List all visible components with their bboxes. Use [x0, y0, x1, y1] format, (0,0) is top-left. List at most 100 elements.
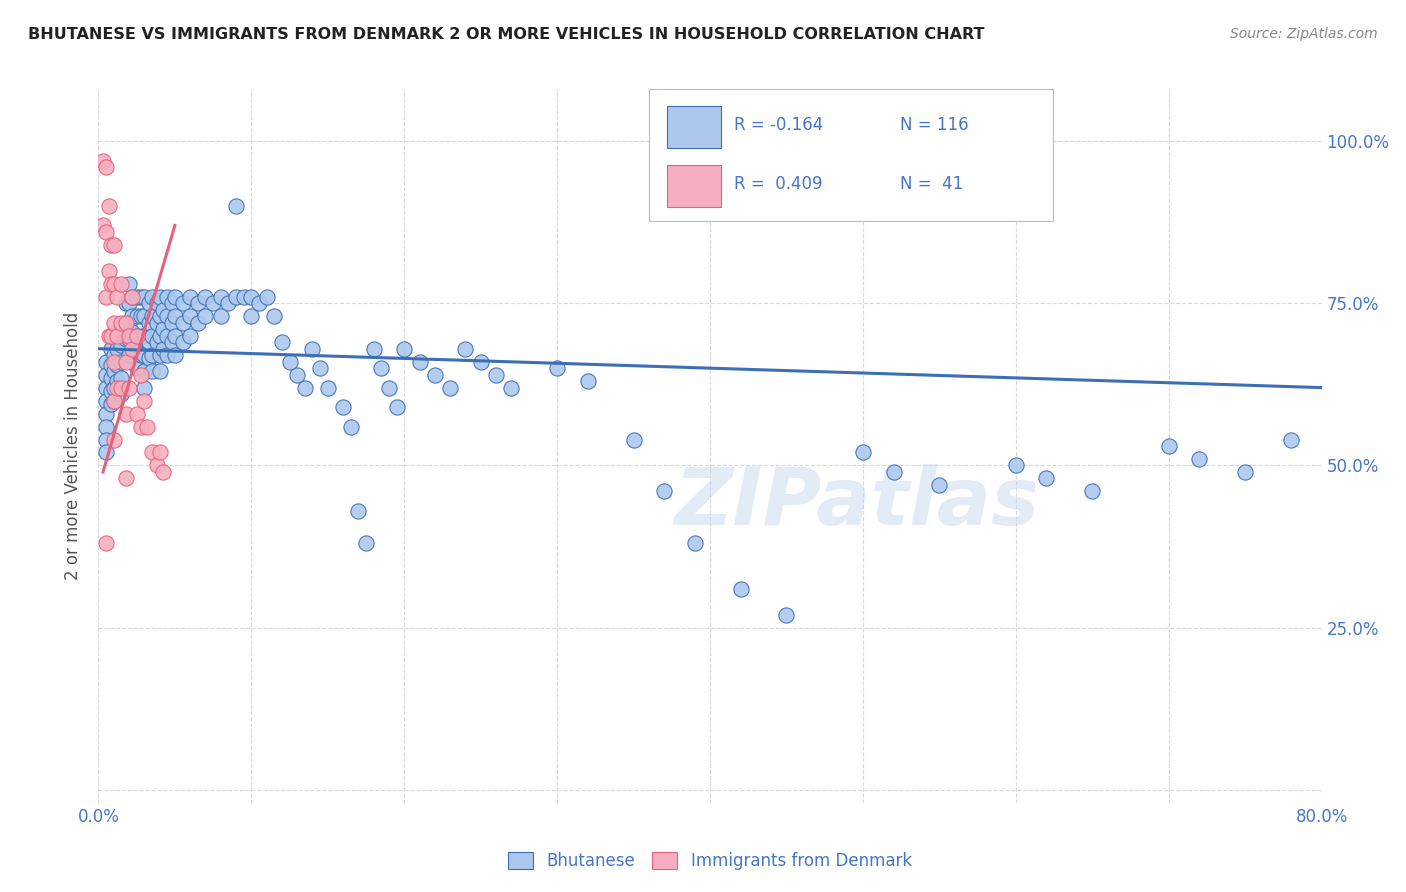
FancyBboxPatch shape: [650, 89, 1053, 221]
Point: [129, 328, 152, 343]
Point: [129, 310, 152, 324]
Point: [98, 199, 121, 213]
Point: [149, 445, 172, 459]
Point: [103, 381, 125, 395]
Point: [141, 364, 163, 378]
Point: [121, 290, 143, 304]
Point: [141, 445, 163, 459]
Point: [156, 290, 179, 304]
Point: [110, 381, 132, 395]
Point: [501, 381, 523, 395]
Point: [94, 536, 117, 550]
Point: [134, 364, 156, 378]
Point: [652, 484, 675, 499]
Point: [270, 335, 292, 350]
Point: [160, 296, 183, 310]
Point: [138, 316, 160, 330]
Point: [105, 381, 128, 395]
Point: [156, 310, 179, 324]
Point: [134, 393, 156, 408]
Point: [110, 277, 132, 291]
Point: [103, 348, 125, 362]
Text: R = -0.164: R = -0.164: [734, 116, 824, 134]
Point: [145, 335, 167, 350]
Point: [118, 316, 141, 330]
Point: [149, 364, 172, 378]
Point: [172, 335, 194, 350]
Point: [94, 160, 117, 174]
Legend: Bhutanese, Immigrants from Denmark: Bhutanese, Immigrants from Denmark: [502, 845, 918, 877]
Point: [121, 310, 143, 324]
Point: [134, 381, 156, 395]
Point: [115, 471, 138, 485]
Point: [103, 364, 125, 378]
Point: [91, 219, 114, 233]
Point: [883, 465, 905, 479]
Text: ZIPatlas: ZIPatlas: [675, 464, 1039, 542]
Point: [103, 354, 125, 368]
Point: [100, 328, 122, 343]
Point: [125, 361, 148, 376]
Point: [118, 296, 141, 310]
Point: [100, 371, 122, 385]
Point: [103, 393, 125, 408]
Point: [470, 354, 492, 368]
Point: [94, 407, 117, 421]
Point: [378, 381, 401, 395]
Point: [240, 310, 263, 324]
Point: [118, 381, 141, 395]
Point: [129, 348, 152, 362]
Point: [118, 348, 141, 362]
Point: [115, 332, 138, 346]
Point: [125, 310, 148, 324]
Text: R =  0.409: R = 0.409: [734, 175, 823, 193]
Point: [623, 433, 645, 447]
Point: [263, 310, 285, 324]
Point: [141, 328, 163, 343]
Point: [115, 316, 138, 330]
Point: [94, 290, 117, 304]
Point: [202, 296, 225, 310]
Point: [121, 326, 143, 340]
Point: [683, 536, 706, 550]
Point: [1004, 458, 1026, 473]
Point: [423, 368, 446, 382]
Point: [125, 407, 148, 421]
Point: [240, 290, 263, 304]
Point: [145, 296, 167, 310]
Point: [485, 368, 508, 382]
Point: [149, 290, 172, 304]
Point: [100, 277, 122, 291]
Point: [121, 342, 143, 356]
Point: [187, 296, 209, 310]
Point: [179, 310, 201, 324]
Point: [209, 290, 232, 304]
Point: [141, 348, 163, 362]
Y-axis label: 2 or more Vehicles in Household: 2 or more Vehicles in Household: [65, 312, 83, 580]
Point: [110, 322, 132, 336]
Point: [100, 238, 122, 252]
Point: [138, 351, 160, 366]
Point: [363, 342, 385, 356]
Point: [187, 316, 209, 330]
Point: [100, 397, 122, 411]
Point: [172, 316, 194, 330]
Point: [110, 371, 132, 385]
Point: [98, 264, 121, 278]
Point: [118, 328, 141, 343]
Point: [179, 290, 201, 304]
Point: [454, 342, 477, 356]
Point: [98, 328, 121, 343]
Text: Source: ZipAtlas.com: Source: ZipAtlas.com: [1230, 27, 1378, 41]
Point: [125, 345, 148, 359]
Point: [775, 607, 797, 622]
Point: [134, 290, 156, 304]
Point: [105, 290, 128, 304]
Point: [156, 328, 179, 343]
Point: [141, 310, 163, 324]
Point: [163, 290, 186, 304]
Point: [160, 335, 183, 350]
Point: [194, 290, 217, 304]
Point: [194, 310, 217, 324]
Point: [103, 316, 125, 330]
